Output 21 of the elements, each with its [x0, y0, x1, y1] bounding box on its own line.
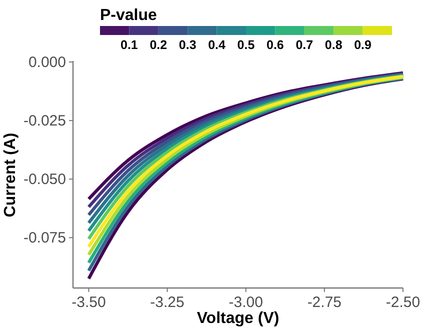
color-bar-title: P-value	[100, 7, 158, 24]
x-axis-title: Voltage (V)	[196, 310, 280, 327]
x-tick-label: -3.25	[150, 294, 184, 311]
y-tick-label: -0.025	[23, 112, 66, 130]
y-axis-title: Current (A)	[2, 132, 19, 218]
x-tick-label: -2.75	[307, 294, 342, 311]
color-bar-label: 0.8	[324, 38, 342, 52]
color-bar-label: 0.3	[178, 38, 196, 52]
x-tick-label: -3.50	[72, 294, 106, 311]
x-tick-label: -2.50	[386, 294, 420, 311]
color-bar-label: 0.7	[296, 38, 314, 52]
color-bar-label: 0.1	[120, 38, 138, 52]
color-bar-label: 0.6	[266, 38, 284, 52]
y-tick-label: 0.000	[28, 54, 66, 71]
color-bar-label: 0.2	[150, 38, 168, 52]
x-tick-label: -3.00	[228, 294, 263, 311]
y-tick-label: -0.050	[23, 171, 66, 188]
color-bar-label: 0.5	[237, 38, 255, 52]
color-bar-label: 0.4	[208, 38, 226, 52]
color-bar-label: 0.9	[354, 38, 372, 52]
y-tick-label: -0.075	[23, 230, 66, 247]
